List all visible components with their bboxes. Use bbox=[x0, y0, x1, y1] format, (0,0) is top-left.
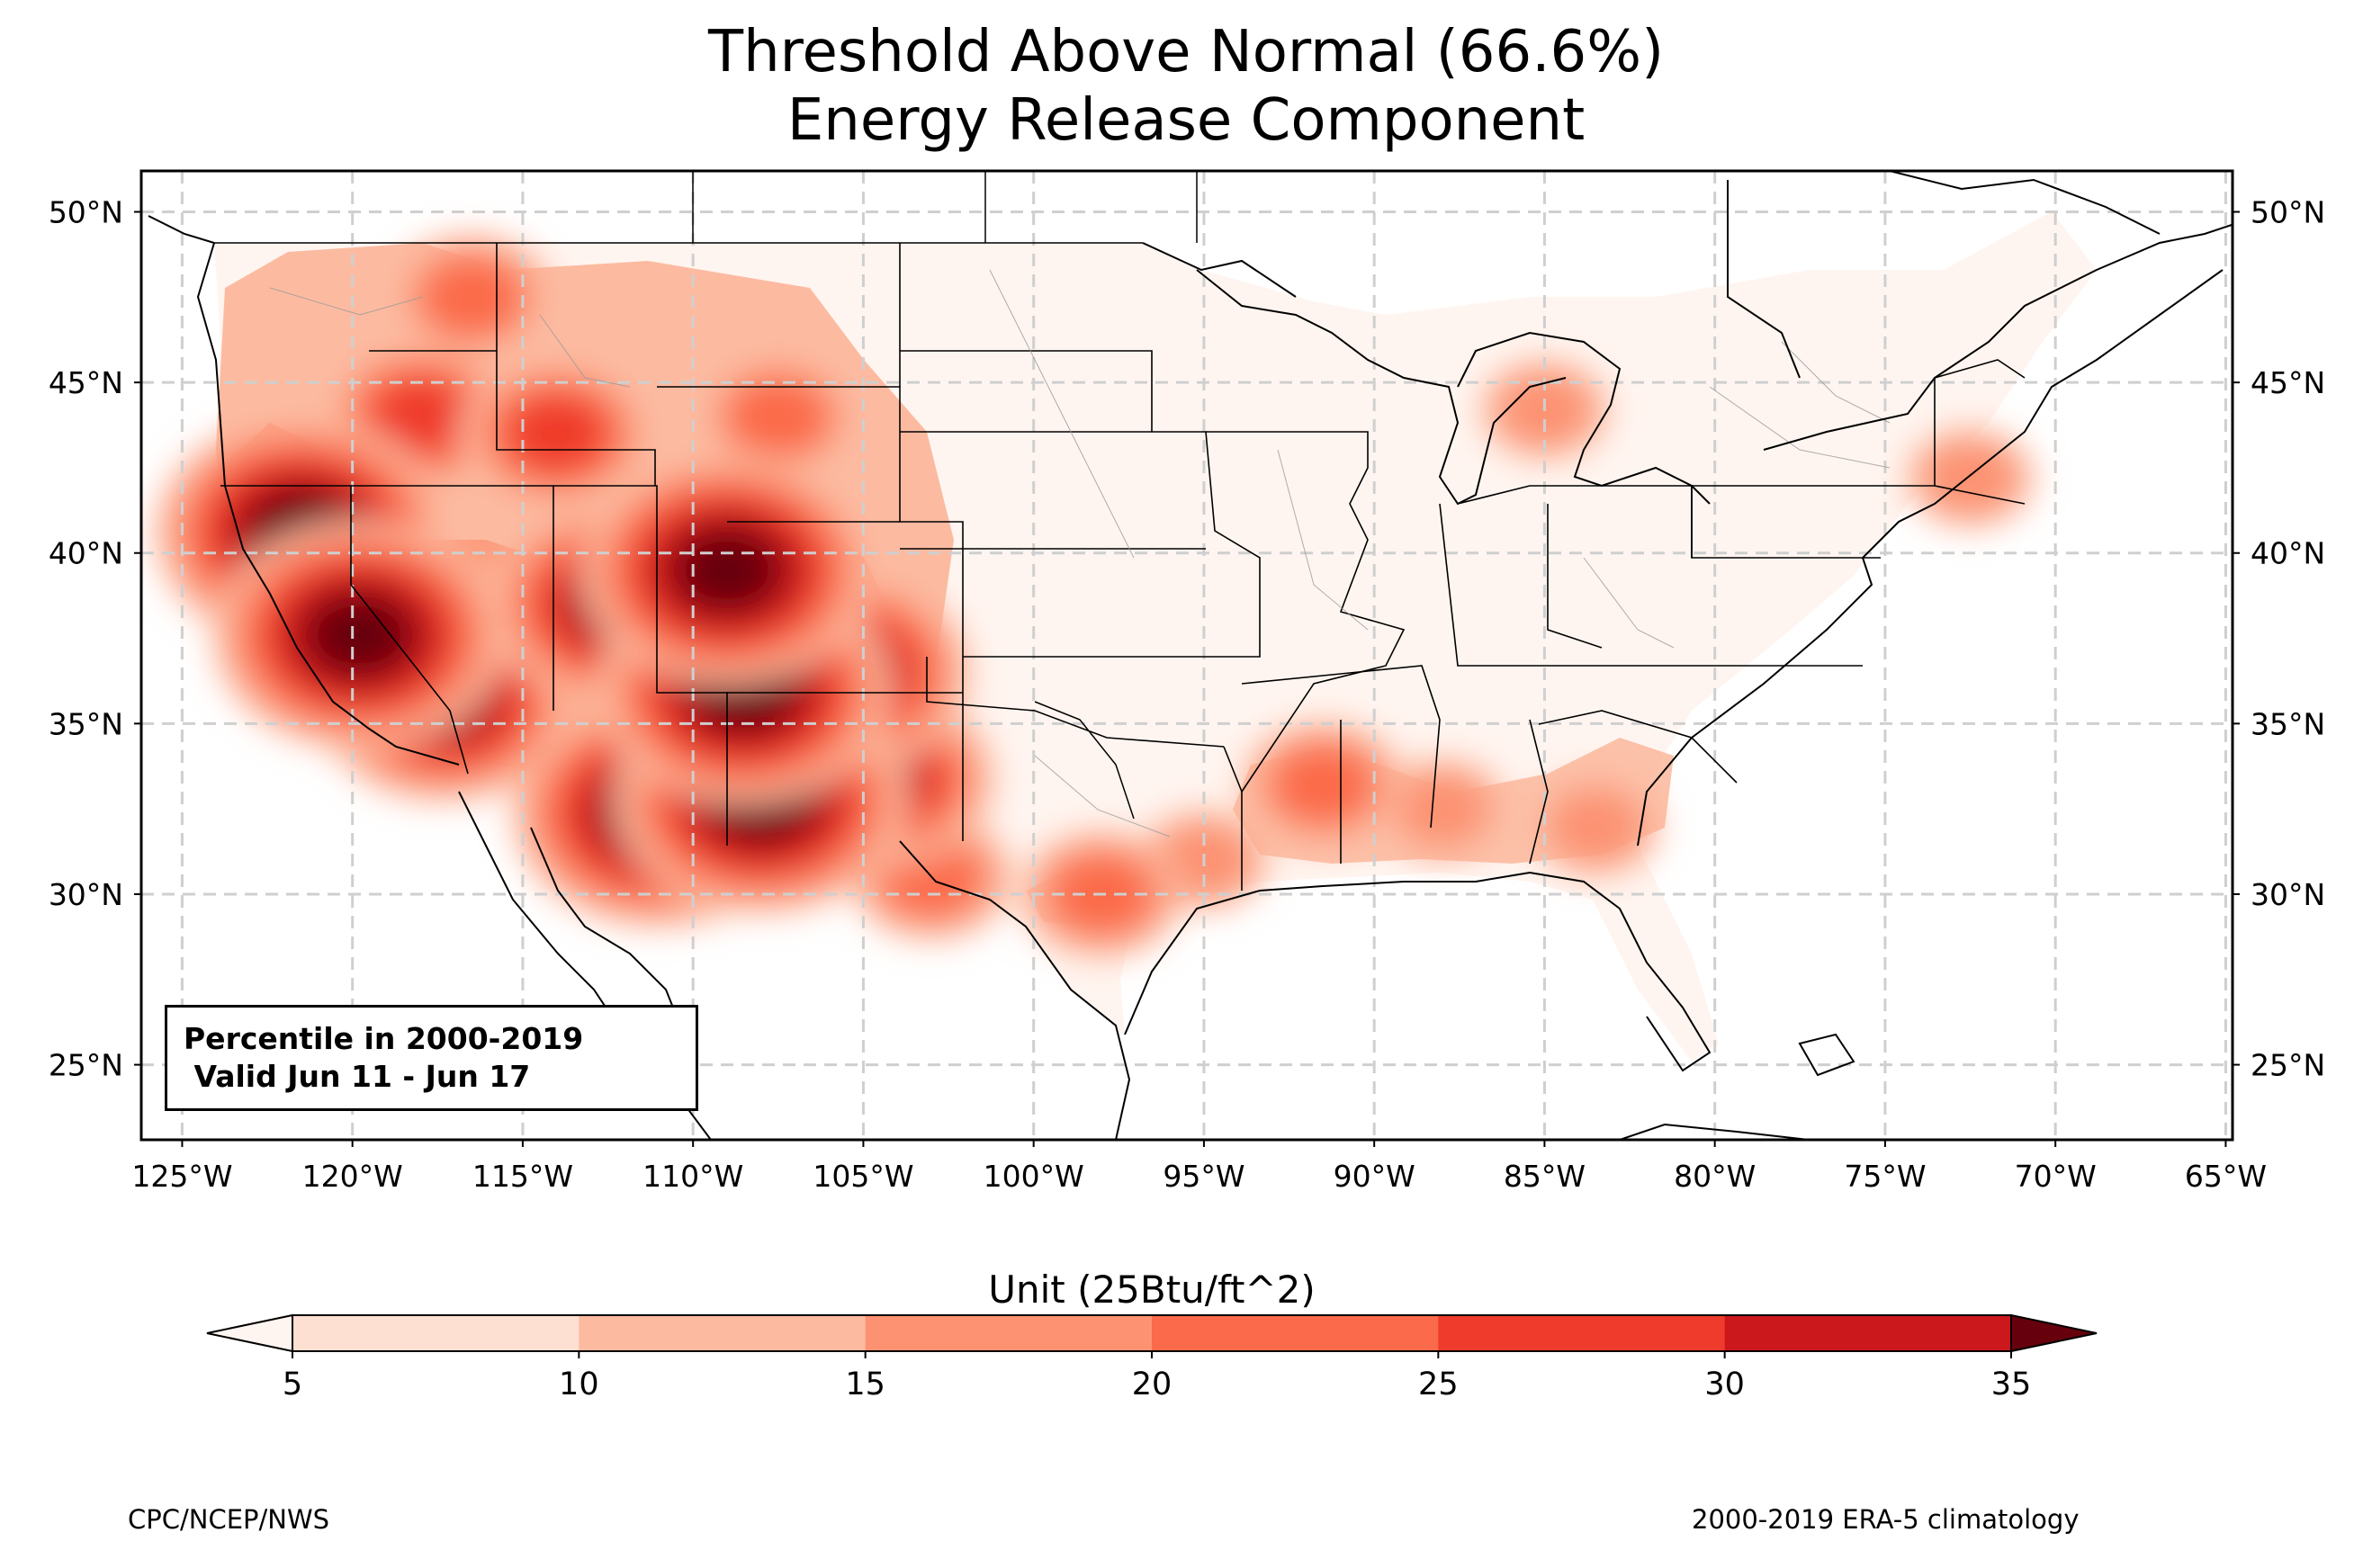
state-boundaries bbox=[214, 242, 2026, 891]
colorbar: Unit (25Btu/ft^2) 5 10 15 20 25 30 35 bbox=[206, 1268, 2098, 1402]
colorbar-tick-label: 5 bbox=[283, 1366, 302, 1402]
contour-blob bbox=[1394, 771, 1490, 847]
lon-label: 75°W bbox=[1844, 1159, 1926, 1194]
lat-label-left: 30°N bbox=[49, 877, 123, 912]
lat-label-left: 40°N bbox=[49, 536, 123, 571]
colorbar-segment bbox=[1724, 1315, 2012, 1351]
lon-label: 65°W bbox=[2185, 1159, 2267, 1194]
lat-label-left: 50°N bbox=[49, 195, 123, 230]
county-lines bbox=[269, 269, 1891, 838]
lon-label: 95°W bbox=[1163, 1159, 1244, 1194]
lon-label: 115°W bbox=[472, 1159, 573, 1194]
colorbar-tick-label: 25 bbox=[1418, 1366, 1459, 1402]
lon-label: 70°W bbox=[2015, 1159, 2097, 1194]
contour-blob bbox=[311, 597, 408, 673]
figure-title: Threshold Above Normal (66.6%) Energy Re… bbox=[0, 18, 2372, 155]
lat-label-left: 25°N bbox=[49, 1048, 123, 1083]
colorbar-tick-label: 30 bbox=[1704, 1366, 1745, 1402]
colorbar-tick-label: 20 bbox=[1132, 1366, 1173, 1402]
contour-blob bbox=[730, 379, 826, 454]
lon-label: 100°W bbox=[984, 1159, 1084, 1194]
lon-label: 125°W bbox=[131, 1159, 232, 1194]
lat-label-right: 30°N bbox=[2251, 877, 2325, 912]
info-line-2: Valid Jun 11 - Jun 17 bbox=[184, 1059, 531, 1094]
lat-label-right: 50°N bbox=[2251, 195, 2325, 230]
lat-label-right: 40°N bbox=[2251, 536, 2325, 571]
lon-label: 85°W bbox=[1504, 1159, 1586, 1194]
info-line-1: Percentile in 2000-2019 bbox=[184, 1021, 584, 1056]
title-line-1: Threshold Above Normal (66.6%) bbox=[707, 19, 1665, 85]
info-box: Percentile in 2000-2019 Valid Jun 11 - J… bbox=[165, 1005, 698, 1111]
map-frame bbox=[139, 169, 2234, 1142]
colorbar-segment bbox=[1152, 1315, 1439, 1351]
colorbar-title: Unit (25Btu/ft^2) bbox=[988, 1268, 1316, 1312]
colorbar-tick-label: 10 bbox=[559, 1366, 599, 1402]
lon-label: 90°W bbox=[1334, 1159, 1415, 1194]
coastlines bbox=[148, 171, 2233, 1140]
colorbar-tick-label: 15 bbox=[845, 1366, 885, 1402]
lon-label: 120°W bbox=[302, 1159, 403, 1194]
colorbar-segment bbox=[1438, 1315, 1726, 1351]
axes: 50°N 50°N 45°N 45°N 40°N 40°N 35°N 35°N 30°N 30°N… bbox=[49, 195, 2325, 1194]
footer-credit: CPC/NCEP/NWS bbox=[128, 1504, 330, 1535]
contour-blob bbox=[1922, 440, 2018, 515]
lat-label-left: 35°N bbox=[49, 706, 123, 741]
hotspot-layer bbox=[154, 234, 2035, 958]
contour-blob bbox=[1548, 788, 1644, 864]
contour-blob bbox=[1275, 748, 1371, 823]
contour-blob bbox=[424, 259, 520, 335]
lon-label: 110°W bbox=[642, 1159, 743, 1194]
lat-label-right: 45°N bbox=[2251, 365, 2325, 400]
lat-label-left: 45°N bbox=[49, 365, 123, 400]
lat-label-right: 25°N bbox=[2251, 1048, 2325, 1083]
colorbar-segment bbox=[579, 1315, 867, 1351]
lon-label: 80°W bbox=[1674, 1159, 1756, 1194]
footer-climatology: 2000-2019 ERA-5 climatology bbox=[1692, 1504, 2080, 1535]
graticule bbox=[141, 171, 2233, 1140]
lat-label-right: 35°N bbox=[2251, 706, 2325, 741]
international-lines bbox=[692, 171, 1198, 820]
contour-blob bbox=[508, 396, 605, 471]
lon-label: 105°W bbox=[813, 1159, 913, 1194]
contour-blob bbox=[679, 533, 775, 608]
colorbar-segment bbox=[865, 1315, 1153, 1351]
colorbar-under-arrow bbox=[206, 1313, 293, 1353]
title-line-2: Energy Release Component bbox=[786, 87, 1586, 154]
colorbar-tick-label: 35 bbox=[1991, 1366, 2032, 1402]
colorbar-segment bbox=[292, 1315, 580, 1351]
colorbar-over-arrow bbox=[2010, 1313, 2098, 1353]
contour-blob bbox=[373, 379, 469, 454]
